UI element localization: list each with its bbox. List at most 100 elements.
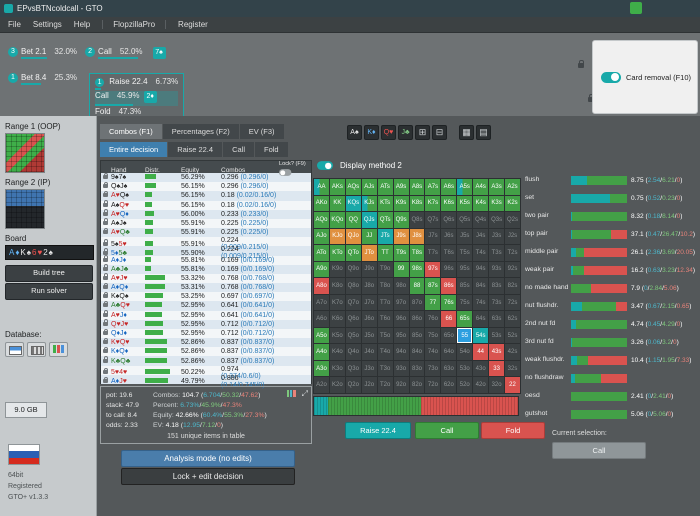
lock-icon[interactable] [103,291,108,299]
matrix-cell-84s[interactable]: 84s [473,278,489,294]
table-row[interactable]: A♥J♥ 53.32% 0.768 (0/0.768/0) [101,273,311,283]
matrix-cell-82o[interactable]: 82o [409,377,425,393]
matrix-cell-44[interactable]: 44 [473,344,489,360]
matrix-cell-87s[interactable]: 87s [425,278,441,294]
lock-all-toggle[interactable] [279,169,292,176]
matrix-cell-A7s[interactable]: A7s [425,179,441,195]
matrix-cell-AJs[interactable]: AJs [361,179,377,195]
matrix-cell-QJo[interactable]: QJo [345,228,361,245]
matrix-cell-Q7s[interactable]: Q7s [425,212,441,228]
category-row-two-pair[interactable]: two pair 8.32 (0.18/8.14/0) [525,208,699,226]
lock-icon[interactable] [103,367,108,375]
matrix-cell-T5s[interactable]: T5s [457,245,473,261]
table-row[interactable]: A♦J♥ 49.79% 0.886 (0.14/0.745/0) [101,374,311,389]
matrix-cell-T9o[interactable]: T9o [377,261,393,278]
tree-node-bet[interactable]: Bet 2.1 32.0% [21,47,77,59]
matrix-cell-73s[interactable]: 73s [489,294,505,311]
lock-icon[interactable] [103,376,108,384]
lock-icon[interactable] [103,218,108,225]
matrix-cell-Q8o[interactable]: Q8o [345,278,361,294]
matrix-cell-98o[interactable]: 98o [393,278,409,294]
table-row[interactable]: A♣Q♥ 52.95% 0.641 (0/0.641/0) [101,300,311,311]
table-row[interactable]: Q♦J♦ 52.95% 0.712 (0/0.712/0) [101,328,311,338]
matrix-cell-K3o[interactable]: K3o [329,360,345,377]
database-save-button[interactable] [27,342,46,357]
matrix-cell-T7o[interactable]: T7o [377,294,393,311]
matrix-cell-86o[interactable]: 86o [409,311,425,327]
matrix-cell-T8o[interactable]: T8o [377,278,393,294]
table-row[interactable]: A♦Q♦ 53.31% 0.768 (0/0.768/0) [101,282,311,293]
matrix-cell-K6o[interactable]: K6o [329,311,345,327]
lock-icon[interactable] [103,227,108,235]
tab-raise-22-4[interactable]: Raise 22.4 [168,142,223,157]
raise-button[interactable]: Raise 22.4 [345,422,411,439]
matrix-cell-K5o[interactable]: K5o [329,327,345,344]
matrix-cell-63s[interactable]: 63s [489,311,505,327]
matrix-cell-52s[interactable]: 52s [505,327,520,344]
category-row-no-made-hand[interactable]: no made hand 7.9 (0/2.84/5.06) [525,280,699,298]
matrix-cell-65s[interactable]: 65s [457,311,473,327]
matrix-cell-KJs[interactable]: KJs [361,195,377,212]
grid-view-icon[interactable]: ⊞ [415,125,430,140]
matrix-cell-74s[interactable]: 74s [473,294,489,311]
table-row[interactable]: Q♥J♥ 52.95% 0.712 (0/0.712/0) [101,319,311,329]
matrix-cell-53s[interactable]: 53s [489,327,505,344]
matrix-cell-97o[interactable]: 97o [393,294,409,311]
matrix-cell-96o[interactable]: 96o [393,311,409,327]
matrix-cell-K4o[interactable]: K4o [329,344,345,360]
matrix-cell-64o[interactable]: 64o [441,344,457,360]
menu-flopzillapro[interactable]: FlopzillaPro [102,20,167,29]
table-row[interactable]: K♥Q♥ 52.86% 0.837 (0/0.837/0) [101,337,311,348]
lock-icon[interactable] [103,337,108,345]
database-stats-button[interactable] [49,342,68,357]
matrix-cell-63o[interactable]: 63o [441,360,457,377]
call-button[interactable]: Call [415,422,479,439]
matrix-cell-QJs[interactable]: QJs [361,212,377,228]
matrix-cell-Q4o[interactable]: Q4o [345,344,361,360]
table-row[interactable]: K♣Q♣ 52.86% 0.837 (0/0.837/0) [101,356,311,366]
lock-icon[interactable] [103,239,108,246]
matrix-cell-J9o[interactable]: J9o [361,261,377,278]
matrix-cell-J8o[interactable]: J8o [361,278,377,294]
matrix-cell-T9s[interactable]: T9s [393,245,409,261]
lock-icon[interactable] [103,273,108,280]
matrix-cell-QQ[interactable]: QQ [345,212,361,228]
river-card-chip[interactable]: 2♦ [143,91,157,103]
matrix-cell-KJo[interactable]: KJo [329,228,345,245]
category-row-oesd[interactable]: oesd 2.41 (0/2.41/0) [525,388,699,406]
matrix-cell-65o[interactable]: 65o [441,327,457,344]
matrix-cell-A5o[interactable]: A5o [314,327,329,344]
matrix-cell-J2s[interactable]: J2s [505,228,520,245]
matrix-cell-A9s[interactable]: A9s [393,179,409,195]
tab-percentages-f2-[interactable]: Percentages (F2) [162,124,239,139]
menu-item-settings[interactable]: Settings [32,20,62,29]
matrix-cell-A6s[interactable]: A6s [441,179,457,195]
lock-icon[interactable] [103,190,108,198]
matrix-cell-85o[interactable]: 85o [409,327,425,344]
matrix-cell-64s[interactable]: 64s [473,311,489,327]
tree-node-bet2[interactable]: Bet 8.4 25.3% [21,73,77,85]
card-filter-button[interactable]: K♦ [364,125,379,140]
tree-badge[interactable]: 2 [85,47,96,57]
category-row-flush[interactable]: flush 8.75 (2.54/6.21/0) [525,172,699,190]
analysis-mode-button[interactable]: Analysis mode (no edits) [121,450,295,467]
table-row[interactable]: A♠J♠ 55.91% 0.225 (0.225/0) [101,218,311,228]
matrix-cell-QTs[interactable]: QTs [377,212,393,228]
grid-view-icon[interactable]: ▦ [459,125,474,140]
matrix-cell-A6o[interactable]: A6o [314,311,329,327]
turn-card-chip[interactable]: 7♠ [152,47,166,59]
matrix-cell-75s[interactable]: 75s [457,294,473,311]
matrix-cell-54o[interactable]: 54o [457,344,473,360]
card-filter-button[interactable]: J♣ [398,125,413,140]
category-row-gutshot[interactable]: gutshot 5.06 (0/5.06/0) [525,406,699,424]
category-row-nut-flushdr-[interactable]: nut flushdr. 3.47 (0.67/2.15/0.65) [525,298,699,316]
matrix-cell-J9s[interactable]: J9s [393,228,409,245]
matrix-cell-42s[interactable]: 42s [505,344,520,360]
matrix-cell-K8o[interactable]: K8o [329,278,345,294]
matrix-cell-J6s[interactable]: J6s [441,228,457,245]
matrix-cell-Q6o[interactable]: Q6o [345,311,361,327]
lock-icon[interactable] [103,200,108,207]
matrix-cell-A4o[interactable]: A4o [314,344,329,360]
matrix-cell-Q2o[interactable]: Q2o [345,377,361,393]
matrix-cell-TT[interactable]: TT [377,245,393,261]
